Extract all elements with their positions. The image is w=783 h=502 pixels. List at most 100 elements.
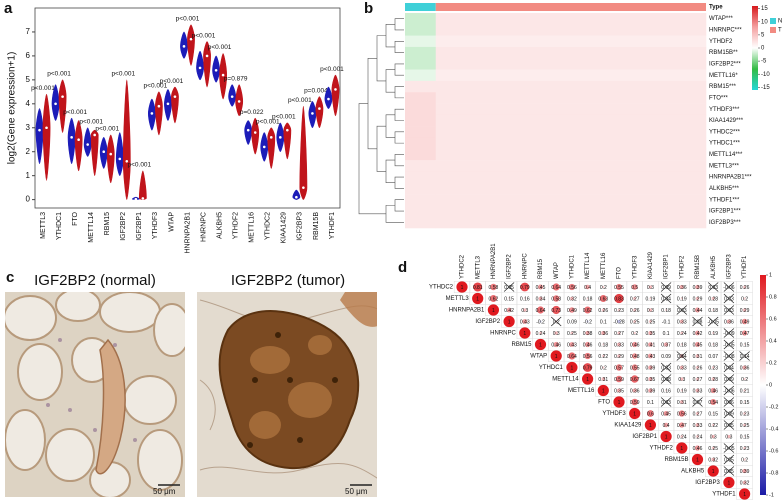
correlation-value: 0.09: [567, 319, 577, 325]
row-label: IGF2BP1: [632, 434, 657, 440]
correlation-circle: [711, 366, 715, 369]
row-label: METTL14***: [709, 152, 743, 158]
correlation-circle: [743, 285, 747, 289]
correlation-value: 0.45: [661, 411, 671, 417]
violin: [122, 79, 131, 200]
correlation-value: 0.73: [551, 308, 561, 314]
correlation-circle: [632, 341, 638, 348]
violin: [67, 117, 76, 164]
correlation-circle: [665, 320, 667, 323]
correlation-value: 0.05: [724, 469, 734, 475]
column-label: HNRNPC: [522, 253, 528, 279]
panel-letter: b: [364, 0, 373, 17]
row-label: YTHDF2: [709, 39, 733, 45]
heatmap-cell: [435, 35, 707, 48]
violin: [331, 74, 340, 117]
row-label: RBM15B**: [709, 50, 738, 56]
correlation-circle: [711, 296, 715, 301]
median-dot: [221, 73, 225, 77]
correlation-circle: [633, 308, 637, 312]
correlation-value: 0.18: [598, 342, 608, 348]
correlation-circle: [711, 423, 715, 427]
insignificant-cross: [723, 374, 735, 384]
row-label: YTHDC1: [539, 365, 564, 371]
colorbar-label: 15: [761, 6, 768, 12]
legend-title: Type: [709, 5, 723, 11]
correlation-circle: [680, 343, 683, 346]
median-dot: [61, 95, 64, 98]
colorbar-label: -0.2: [769, 404, 778, 410]
median-dot: [189, 37, 193, 41]
correlation-circle: [537, 284, 544, 290]
correlation-value: 0.25: [708, 446, 718, 452]
p-value: p<0.001: [79, 118, 103, 125]
correlation-value: 1: [649, 423, 652, 429]
median-dot: [279, 136, 282, 139]
correlation-circle: [487, 304, 499, 316]
correlation-value: -0.28: [613, 319, 625, 325]
x-tick-label: FTO: [72, 211, 79, 225]
y-tick-label: 3: [26, 123, 31, 132]
type-bar: [405, 3, 436, 11]
correlation-circle: [743, 412, 746, 415]
correlation-circle: [552, 295, 560, 302]
correlation-circle: [602, 354, 605, 358]
row-label: METTL14: [552, 377, 579, 383]
correlation-circle: [649, 401, 651, 403]
correlation-value: 0.07: [693, 400, 703, 406]
correlation-value: 0.56: [677, 411, 687, 417]
colorbar-label: -5: [761, 59, 767, 65]
insignificant-cross: [723, 305, 735, 315]
p-value: p<0.001: [192, 32, 216, 39]
correlation-value: 0.58: [551, 296, 561, 302]
correlation-circle: [695, 377, 700, 381]
correlation-value: 0.18: [677, 342, 687, 348]
correlation-circle: [712, 308, 715, 312]
correlation-value: 0.26: [630, 308, 640, 314]
correlation-circle: [648, 285, 653, 289]
correlation-circle: [648, 342, 653, 347]
correlation-circle: [695, 284, 700, 290]
p-value: p=0.022: [240, 109, 264, 116]
row-label: YTHDF1***: [709, 197, 740, 203]
column-label: YTHDF1: [742, 255, 748, 279]
heatmap-cell: [405, 24, 437, 36]
correlation-value: 0.33: [677, 365, 687, 371]
violin: [58, 79, 67, 133]
insignificant-cross: [707, 316, 719, 327]
correlation-circle: [601, 377, 606, 381]
correlation-circle: [585, 341, 591, 348]
colorbar-label: 10: [761, 19, 768, 25]
correlation-value: 0.44: [693, 308, 703, 314]
correlation-value: 0.63: [598, 296, 608, 302]
correlation-circle: [629, 407, 641, 420]
heatmap-cell: [405, 160, 437, 172]
dendrogram-branch: [385, 24, 395, 48]
correlation-circle: [679, 284, 684, 290]
colorbar-label: -0.4: [769, 426, 778, 432]
correlation-value: 1: [728, 480, 731, 486]
correlation-circle: [695, 388, 700, 393]
correlation-value: -0.05: [723, 446, 735, 452]
correlation-value: 0.27: [693, 411, 703, 417]
insignificant-cross: [660, 397, 672, 407]
correlation-circle: [694, 341, 701, 348]
correlation-value: 0.09: [724, 411, 734, 417]
x-tick-label: METTL16: [249, 212, 256, 243]
violin: [106, 134, 115, 184]
correlation-value: 0.42: [504, 308, 514, 314]
correlation-circle: [743, 435, 746, 438]
correlation-value: 1: [555, 354, 558, 360]
correlation-value: 0.64: [536, 308, 546, 314]
heatmap-cell: [435, 160, 707, 172]
correlation-value: 0.34: [677, 354, 687, 360]
violin: [251, 117, 260, 155]
correlation-value: 0.33: [614, 342, 624, 348]
correlation-value: 0.03: [661, 400, 671, 406]
x-tick-label: RBM15: [104, 212, 111, 235]
dendrogram-branch: [385, 114, 395, 138]
correlation-circle: [711, 457, 715, 462]
correlation-value: 0.27: [693, 377, 703, 383]
correlation-circle: [695, 354, 700, 358]
correlation-value: 0.5: [631, 285, 638, 291]
